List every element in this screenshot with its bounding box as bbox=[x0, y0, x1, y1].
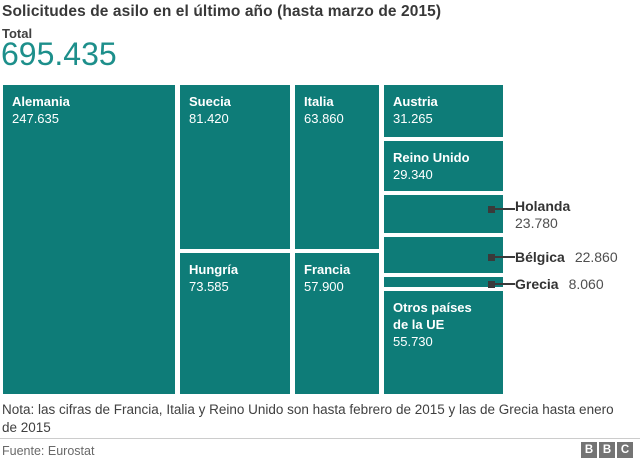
callout-name: Bélgica bbox=[515, 249, 565, 265]
callout-label-holanda: Holanda 23.780 bbox=[515, 198, 570, 232]
block-value: 81.420 bbox=[189, 111, 229, 126]
chart-title: Solicitudes de asilo en el último año (h… bbox=[2, 3, 442, 20]
block-name: Reino Unido bbox=[393, 150, 470, 165]
block-name: Austria bbox=[393, 94, 438, 109]
callout-marker-icon bbox=[488, 281, 495, 288]
block-value: 63.860 bbox=[304, 111, 344, 126]
block-name: Otros países de la UE bbox=[393, 300, 472, 332]
footnote: Nota: las cifras de Francia, Italia y Re… bbox=[2, 402, 614, 435]
block-value: 29.340 bbox=[393, 167, 433, 182]
callout-label-grecia: Grecia 8.060 bbox=[515, 276, 604, 293]
block-value: 57.900 bbox=[304, 279, 344, 294]
callout-marker-icon bbox=[488, 254, 495, 261]
treemap-block-suecia: Suecia 81.420 bbox=[180, 85, 290, 249]
treemap-block-otros-paises: Otros países de la UE 55.730 bbox=[384, 291, 503, 394]
block-value: 73.585 bbox=[189, 279, 229, 294]
footer-divider bbox=[0, 438, 640, 439]
callout-value: 23.780 bbox=[515, 215, 558, 231]
block-value: 31.265 bbox=[393, 111, 433, 126]
total-value: 695.435 bbox=[1, 36, 117, 72]
callout-name: Holanda bbox=[515, 198, 571, 214]
callout-line bbox=[495, 283, 515, 285]
treemap-block-belgica bbox=[384, 237, 503, 273]
source-credit: Fuente: Eurostat bbox=[2, 444, 95, 458]
callout-line bbox=[495, 208, 515, 210]
total-label: Total bbox=[2, 26, 33, 41]
block-value: 247.635 bbox=[12, 111, 59, 126]
callout-label-belgica: Bélgica 22.860 bbox=[515, 249, 618, 266]
block-name: Alemania bbox=[12, 94, 70, 109]
treemap-block-francia: Francia 57.900 bbox=[295, 253, 379, 394]
treemap-block-reino-unido: Reino Unido 29.340 bbox=[384, 141, 503, 191]
treemap-block-hungria: Hungría 73.585 bbox=[180, 253, 290, 394]
treemap-block-alemania: Alemania 247.635 bbox=[3, 85, 175, 394]
block-name: Hungría bbox=[189, 262, 239, 277]
callout-line bbox=[495, 256, 515, 258]
callout-value: 22.860 bbox=[574, 249, 618, 265]
treemap-block-grecia bbox=[384, 277, 503, 287]
bbc-logo-letter: B bbox=[599, 442, 615, 458]
block-name: Italia bbox=[304, 94, 334, 109]
treemap-block-austria: Austria 31.265 bbox=[384, 85, 503, 137]
treemap-block-holanda bbox=[384, 195, 503, 233]
treemap-block-italia: Italia 63.860 bbox=[295, 85, 379, 249]
bbc-logo-letter: C bbox=[617, 442, 633, 458]
callout-value: 8.060 bbox=[568, 276, 604, 292]
block-name: Francia bbox=[304, 262, 351, 277]
block-value: 55.730 bbox=[393, 334, 433, 349]
callout-name: Grecia bbox=[515, 276, 559, 292]
bbc-logo: B B C bbox=[581, 442, 633, 458]
block-name: Suecia bbox=[189, 94, 231, 109]
callout-marker-icon bbox=[488, 206, 495, 213]
bbc-logo-letter: B bbox=[581, 442, 597, 458]
